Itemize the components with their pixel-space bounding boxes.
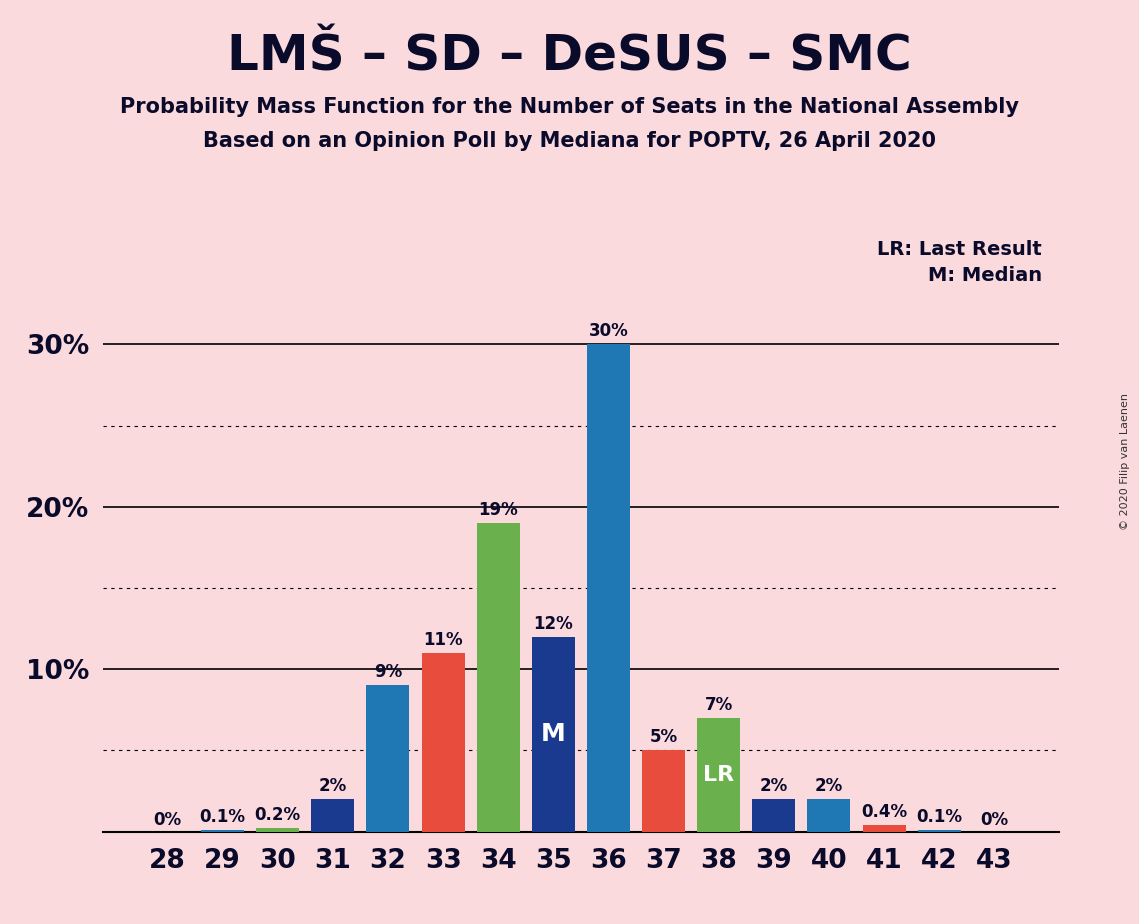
- Text: 0.2%: 0.2%: [255, 807, 301, 824]
- Text: Probability Mass Function for the Number of Seats in the National Assembly: Probability Mass Function for the Number…: [120, 97, 1019, 117]
- Bar: [311, 799, 354, 832]
- Text: 12%: 12%: [533, 614, 573, 633]
- Bar: [753, 799, 795, 832]
- Text: LMŠ – SD – DeSUS – SMC: LMŠ – SD – DeSUS – SMC: [227, 32, 912, 80]
- Text: 0.4%: 0.4%: [861, 803, 907, 821]
- Text: 0.1%: 0.1%: [199, 808, 246, 826]
- Text: 19%: 19%: [478, 501, 518, 519]
- Bar: [202, 830, 244, 832]
- Bar: [862, 825, 906, 832]
- Text: M: Median: M: Median: [928, 266, 1042, 286]
- Bar: [918, 830, 960, 832]
- Text: 0%: 0%: [981, 811, 1008, 829]
- Text: 2%: 2%: [814, 777, 843, 795]
- Text: 11%: 11%: [424, 631, 462, 649]
- Text: 30%: 30%: [589, 322, 629, 340]
- Bar: [477, 523, 519, 832]
- Bar: [642, 750, 685, 832]
- Text: LR: Last Result: LR: Last Result: [877, 240, 1042, 260]
- Bar: [256, 828, 300, 832]
- Text: LR: LR: [703, 765, 735, 784]
- Text: 5%: 5%: [649, 728, 678, 747]
- Text: Based on an Opinion Poll by Mediana for POPTV, 26 April 2020: Based on an Opinion Poll by Mediana for …: [203, 131, 936, 152]
- Text: 9%: 9%: [374, 663, 402, 681]
- Bar: [697, 718, 740, 832]
- Text: 2%: 2%: [319, 777, 347, 795]
- Text: 0.1%: 0.1%: [916, 808, 962, 826]
- Bar: [532, 637, 575, 832]
- Bar: [421, 653, 465, 832]
- Text: 2%: 2%: [760, 777, 788, 795]
- Bar: [808, 799, 851, 832]
- Text: M: M: [541, 723, 566, 747]
- Bar: [367, 686, 409, 832]
- Text: 0%: 0%: [154, 811, 181, 829]
- Text: © 2020 Filip van Laenen: © 2020 Filip van Laenen: [1121, 394, 1130, 530]
- Text: 7%: 7%: [705, 696, 732, 714]
- Bar: [587, 345, 630, 832]
